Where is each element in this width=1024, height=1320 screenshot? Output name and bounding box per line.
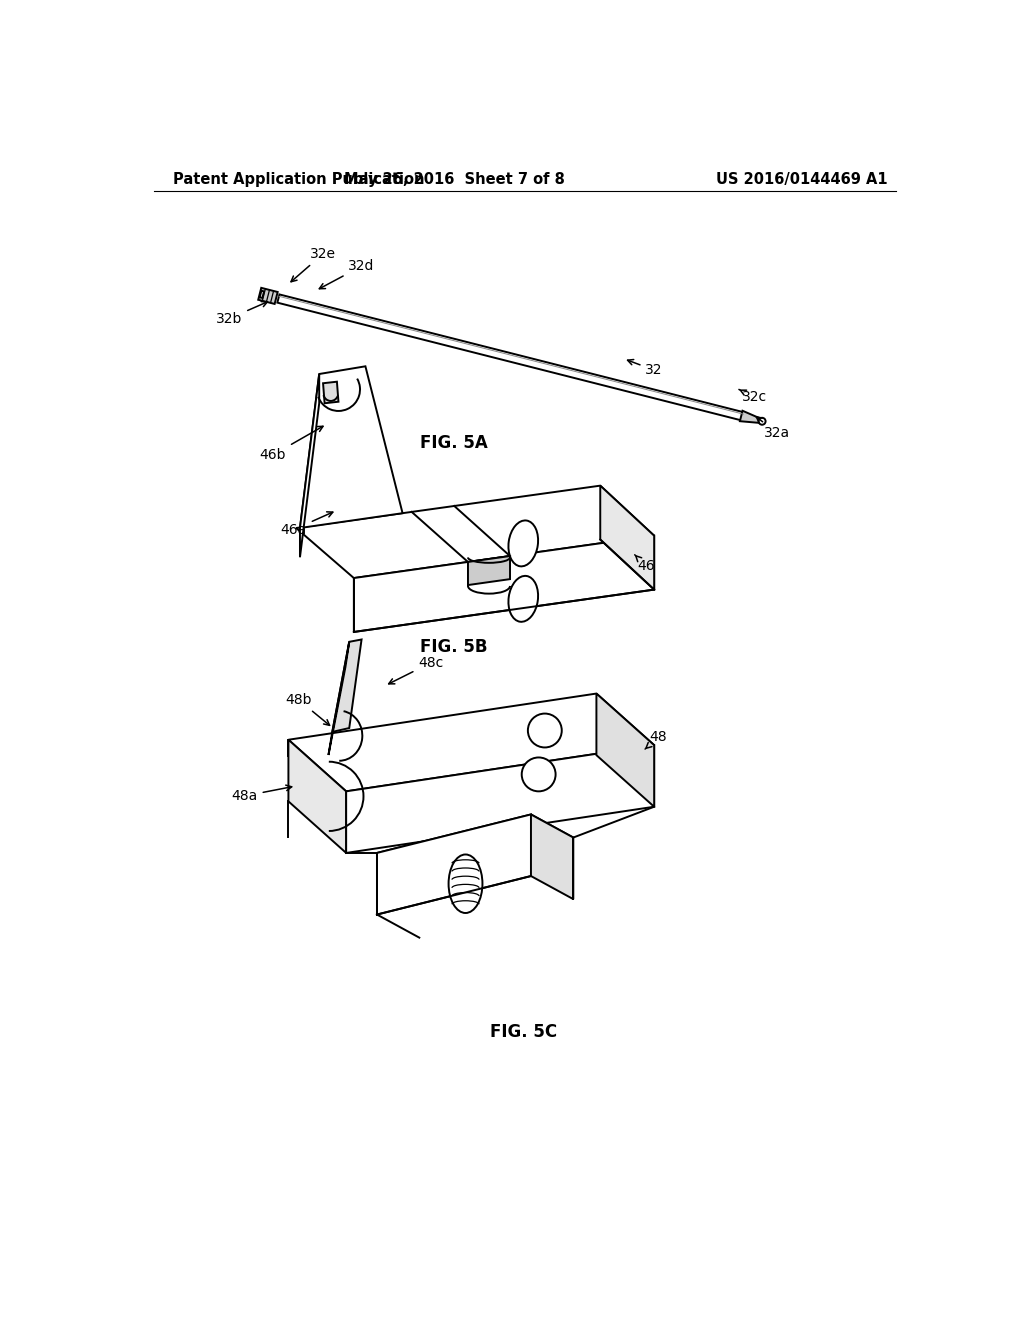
Text: 48: 48: [645, 730, 667, 750]
Polygon shape: [377, 814, 573, 876]
Ellipse shape: [509, 520, 538, 566]
Polygon shape: [468, 556, 510, 585]
Text: 46: 46: [635, 554, 655, 573]
Polygon shape: [258, 288, 278, 304]
Text: US 2016/0144469 A1: US 2016/0144469 A1: [716, 172, 888, 186]
Text: 32b: 32b: [216, 301, 267, 326]
Polygon shape: [278, 294, 743, 421]
Polygon shape: [323, 381, 339, 404]
Text: FIG. 5A: FIG. 5A: [420, 434, 487, 453]
Polygon shape: [296, 486, 654, 578]
Circle shape: [528, 714, 562, 747]
Polygon shape: [260, 290, 264, 298]
Ellipse shape: [449, 854, 482, 913]
Text: 32c: 32c: [739, 389, 767, 404]
Polygon shape: [300, 367, 402, 528]
Text: FIG. 5C: FIG. 5C: [489, 1023, 557, 1041]
Text: Patent Application Publication: Patent Application Publication: [173, 172, 424, 186]
Polygon shape: [354, 536, 654, 632]
Polygon shape: [289, 693, 654, 792]
Polygon shape: [740, 411, 764, 424]
Text: 32: 32: [628, 359, 663, 378]
Text: May 26, 2016  Sheet 7 of 8: May 26, 2016 Sheet 7 of 8: [343, 172, 564, 186]
Polygon shape: [377, 814, 531, 915]
Text: 46b: 46b: [260, 426, 323, 462]
Text: 46a: 46a: [281, 512, 333, 536]
Text: 32e: 32e: [291, 247, 336, 281]
Polygon shape: [596, 693, 654, 807]
Circle shape: [521, 758, 556, 792]
Text: 48a: 48a: [231, 785, 292, 803]
Circle shape: [759, 418, 766, 425]
Polygon shape: [329, 642, 349, 755]
Text: 32a: 32a: [757, 417, 791, 441]
Polygon shape: [531, 814, 573, 899]
Polygon shape: [600, 486, 654, 590]
Polygon shape: [289, 739, 346, 853]
Ellipse shape: [509, 576, 538, 622]
Polygon shape: [333, 639, 361, 731]
Text: 32d: 32d: [319, 259, 375, 289]
Text: 48c: 48c: [389, 656, 443, 684]
Polygon shape: [346, 744, 654, 853]
Polygon shape: [300, 374, 319, 557]
Text: FIG. 5B: FIG. 5B: [420, 639, 487, 656]
Text: 48b: 48b: [285, 693, 330, 726]
